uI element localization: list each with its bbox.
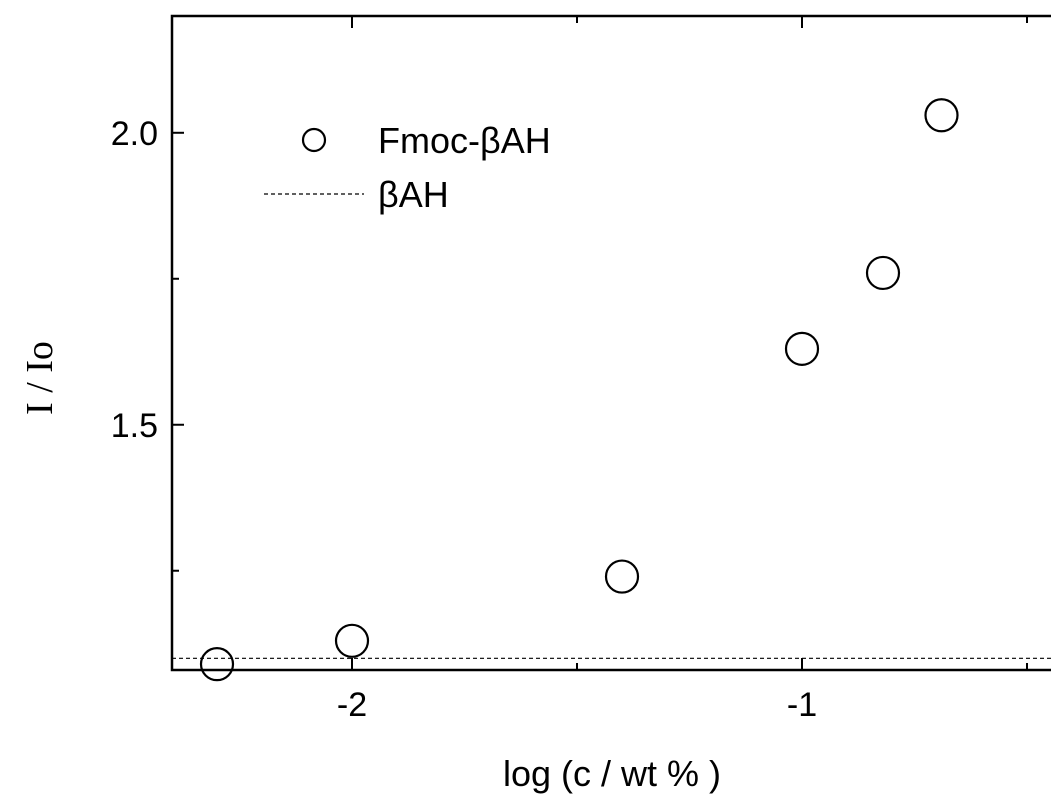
plot-frame xyxy=(170,14,1051,672)
y-axis-label: I / Io xyxy=(19,341,61,415)
data-point xyxy=(334,623,370,658)
legend-label-fmoc-bah: Fmoc-βAH xyxy=(378,120,551,161)
y-tick-label: 1.5 xyxy=(111,407,158,445)
legend-marker-circle-icon xyxy=(301,127,327,153)
legend-label-bah: βAH xyxy=(378,174,449,215)
x-axis-label: log (c / wt % ) xyxy=(503,753,721,794)
data-point xyxy=(924,98,959,133)
axis-tick-labels: -2 -1 1.5 2.0 xyxy=(111,115,817,724)
data-point xyxy=(199,647,235,682)
x-tick-label: -2 xyxy=(337,686,367,724)
data-points xyxy=(199,98,959,682)
x-tick-label: -1 xyxy=(787,686,817,724)
data-point xyxy=(784,331,820,366)
y-tick-label: 2.0 xyxy=(111,115,158,153)
legend: Fmoc-βAH βAH xyxy=(264,120,551,215)
data-point xyxy=(865,255,901,291)
data-point xyxy=(604,559,640,594)
axis-ticks xyxy=(172,16,1028,670)
